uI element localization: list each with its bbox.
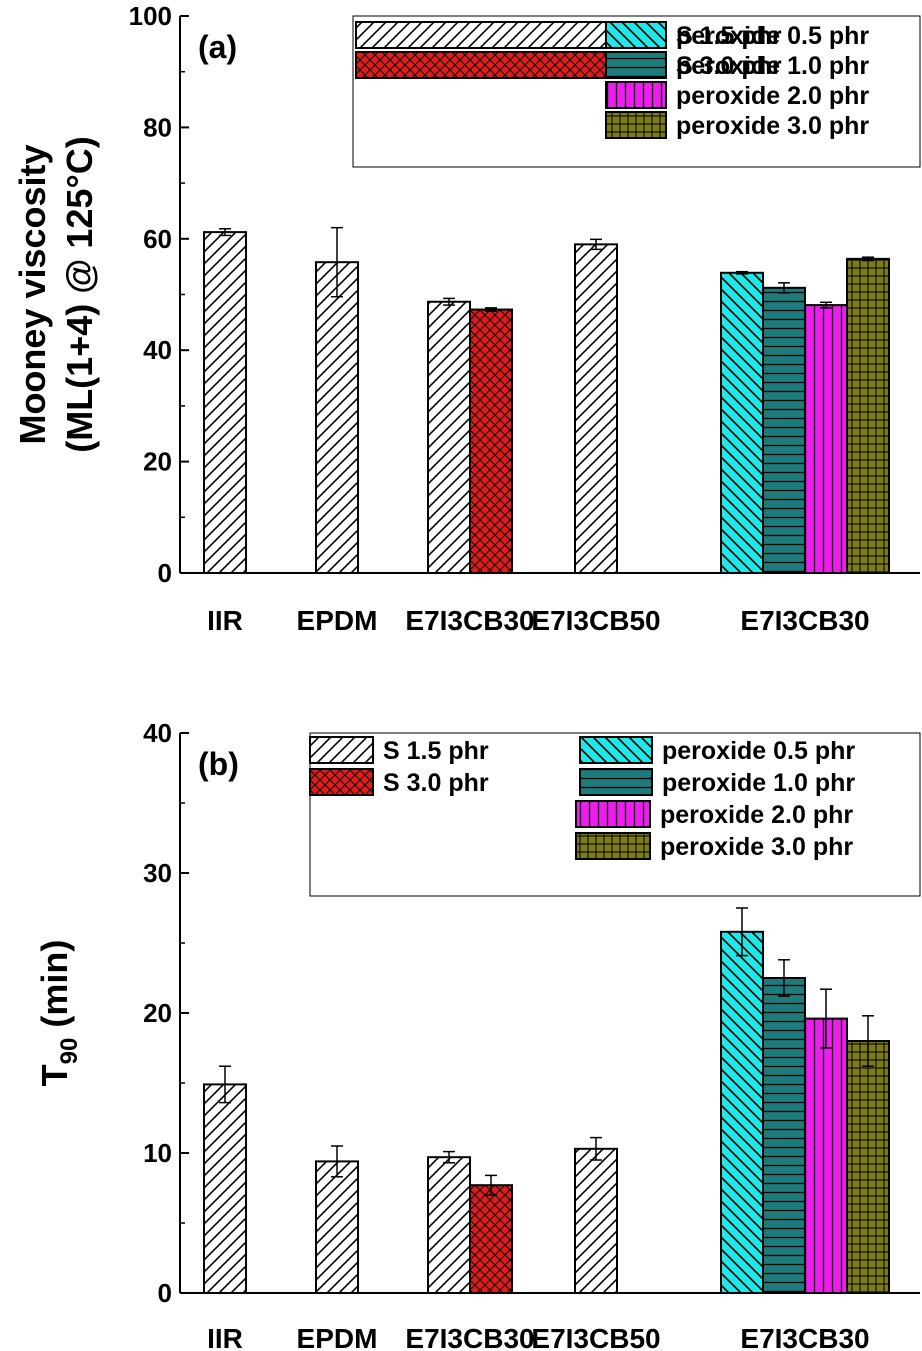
- y-axis-title-line: (ML(1+4) @ 125°C): [59, 136, 100, 453]
- category-label: E7I3CB30: [740, 1323, 869, 1351]
- legend-label: peroxide 0.5 phr: [662, 737, 855, 765]
- category-label: IIR: [207, 605, 243, 636]
- legend: S 1.5 phr S 3.0 phr peroxide 0.5 phr peroxi…: [309, 732, 921, 897]
- legend-label: S 1.5 phr: [676, 22, 782, 50]
- y-tick-label: 40: [143, 718, 172, 748]
- bar: [804, 304, 848, 574]
- bar: [315, 261, 359, 574]
- legend-swatch: [605, 81, 667, 109]
- legend-swatch: [605, 111, 667, 139]
- y-tick-label: 0: [158, 558, 172, 588]
- y-tick-label: 100: [129, 1, 172, 31]
- bar: [469, 1184, 513, 1294]
- legend-swatch: [605, 21, 667, 49]
- y-tick-label: 60: [143, 224, 172, 254]
- y-axis-title-unit: (min): [34, 940, 75, 1038]
- legend-swatch: [309, 768, 374, 796]
- y-tick-label: 40: [143, 335, 172, 365]
- category-label: E7I3CB30: [405, 1323, 534, 1351]
- legend-label: peroxide 1.0 phr: [676, 52, 869, 80]
- legend-label: peroxide 3.0 phr: [660, 833, 853, 861]
- legend-label: S 3.0 phr: [676, 52, 782, 80]
- bar: [846, 257, 890, 574]
- bar: [469, 308, 513, 574]
- legend-label: peroxide 3.0 phr: [676, 112, 869, 140]
- bar: [574, 1147, 618, 1295]
- bar: [203, 1083, 247, 1295]
- y-tick-label: 80: [143, 112, 172, 142]
- category-label: E7I3CB50: [531, 605, 660, 636]
- legend-label: peroxide 0.5 phr: [676, 22, 869, 50]
- y-tick-label: 0: [158, 1278, 172, 1308]
- y-tick-label: 10: [143, 1138, 172, 1168]
- legend-label: peroxide 2.0 phr: [660, 801, 853, 829]
- y-tick-label: 20: [143, 447, 172, 477]
- category-label: E7I3CB30: [405, 605, 534, 636]
- y-axis-title-subscript: 90: [56, 1038, 83, 1065]
- y-axis-title: T90 (min): [34, 940, 83, 1087]
- legend-label: S 1.5 phr: [383, 737, 489, 765]
- legend-swatch: [575, 832, 651, 860]
- panel-label: (a): [198, 29, 237, 65]
- category-label: EPDM: [297, 1323, 378, 1351]
- legend-swatch: [605, 51, 667, 79]
- category-label: EPDM: [297, 605, 378, 636]
- bar: [720, 930, 764, 1294]
- bar: [804, 1017, 848, 1294]
- bar: [427, 1156, 471, 1294]
- panel-a: 0 20 40 60 80 100 Mooney viscosity (ML(1+4) @ 1…: [12, 1, 921, 636]
- legend-box: [352, 15, 921, 168]
- legend-swatch: [575, 800, 651, 828]
- bar: [720, 271, 764, 574]
- legend-swatch: [309, 736, 374, 764]
- bar: [315, 1160, 359, 1295]
- legend-box: [309, 732, 921, 897]
- y-axis-title-line: Mooney viscosity: [12, 144, 53, 444]
- panel-label: (b): [198, 746, 239, 782]
- bar: [427, 300, 471, 574]
- legend-label: peroxide 2.0 phr: [676, 82, 869, 110]
- bar: [762, 286, 806, 574]
- legend-label: S 3.0 phr: [383, 769, 489, 797]
- category-label: E7I3CB50: [531, 1323, 660, 1351]
- legend-swatch: [579, 768, 653, 796]
- y-tick-label: 30: [143, 858, 172, 888]
- bar: [203, 231, 247, 574]
- y-tick-label: 20: [143, 998, 172, 1028]
- bar: [574, 243, 618, 574]
- category-label: IIR: [207, 1323, 243, 1351]
- bar: [846, 1040, 890, 1294]
- legend-swatch: [579, 736, 653, 764]
- category-label: E7I3CB30: [740, 605, 869, 636]
- bar: [762, 977, 806, 1294]
- y-axis-title-main: T: [34, 1064, 75, 1086]
- legend-label: peroxide 1.0 phr: [662, 769, 855, 797]
